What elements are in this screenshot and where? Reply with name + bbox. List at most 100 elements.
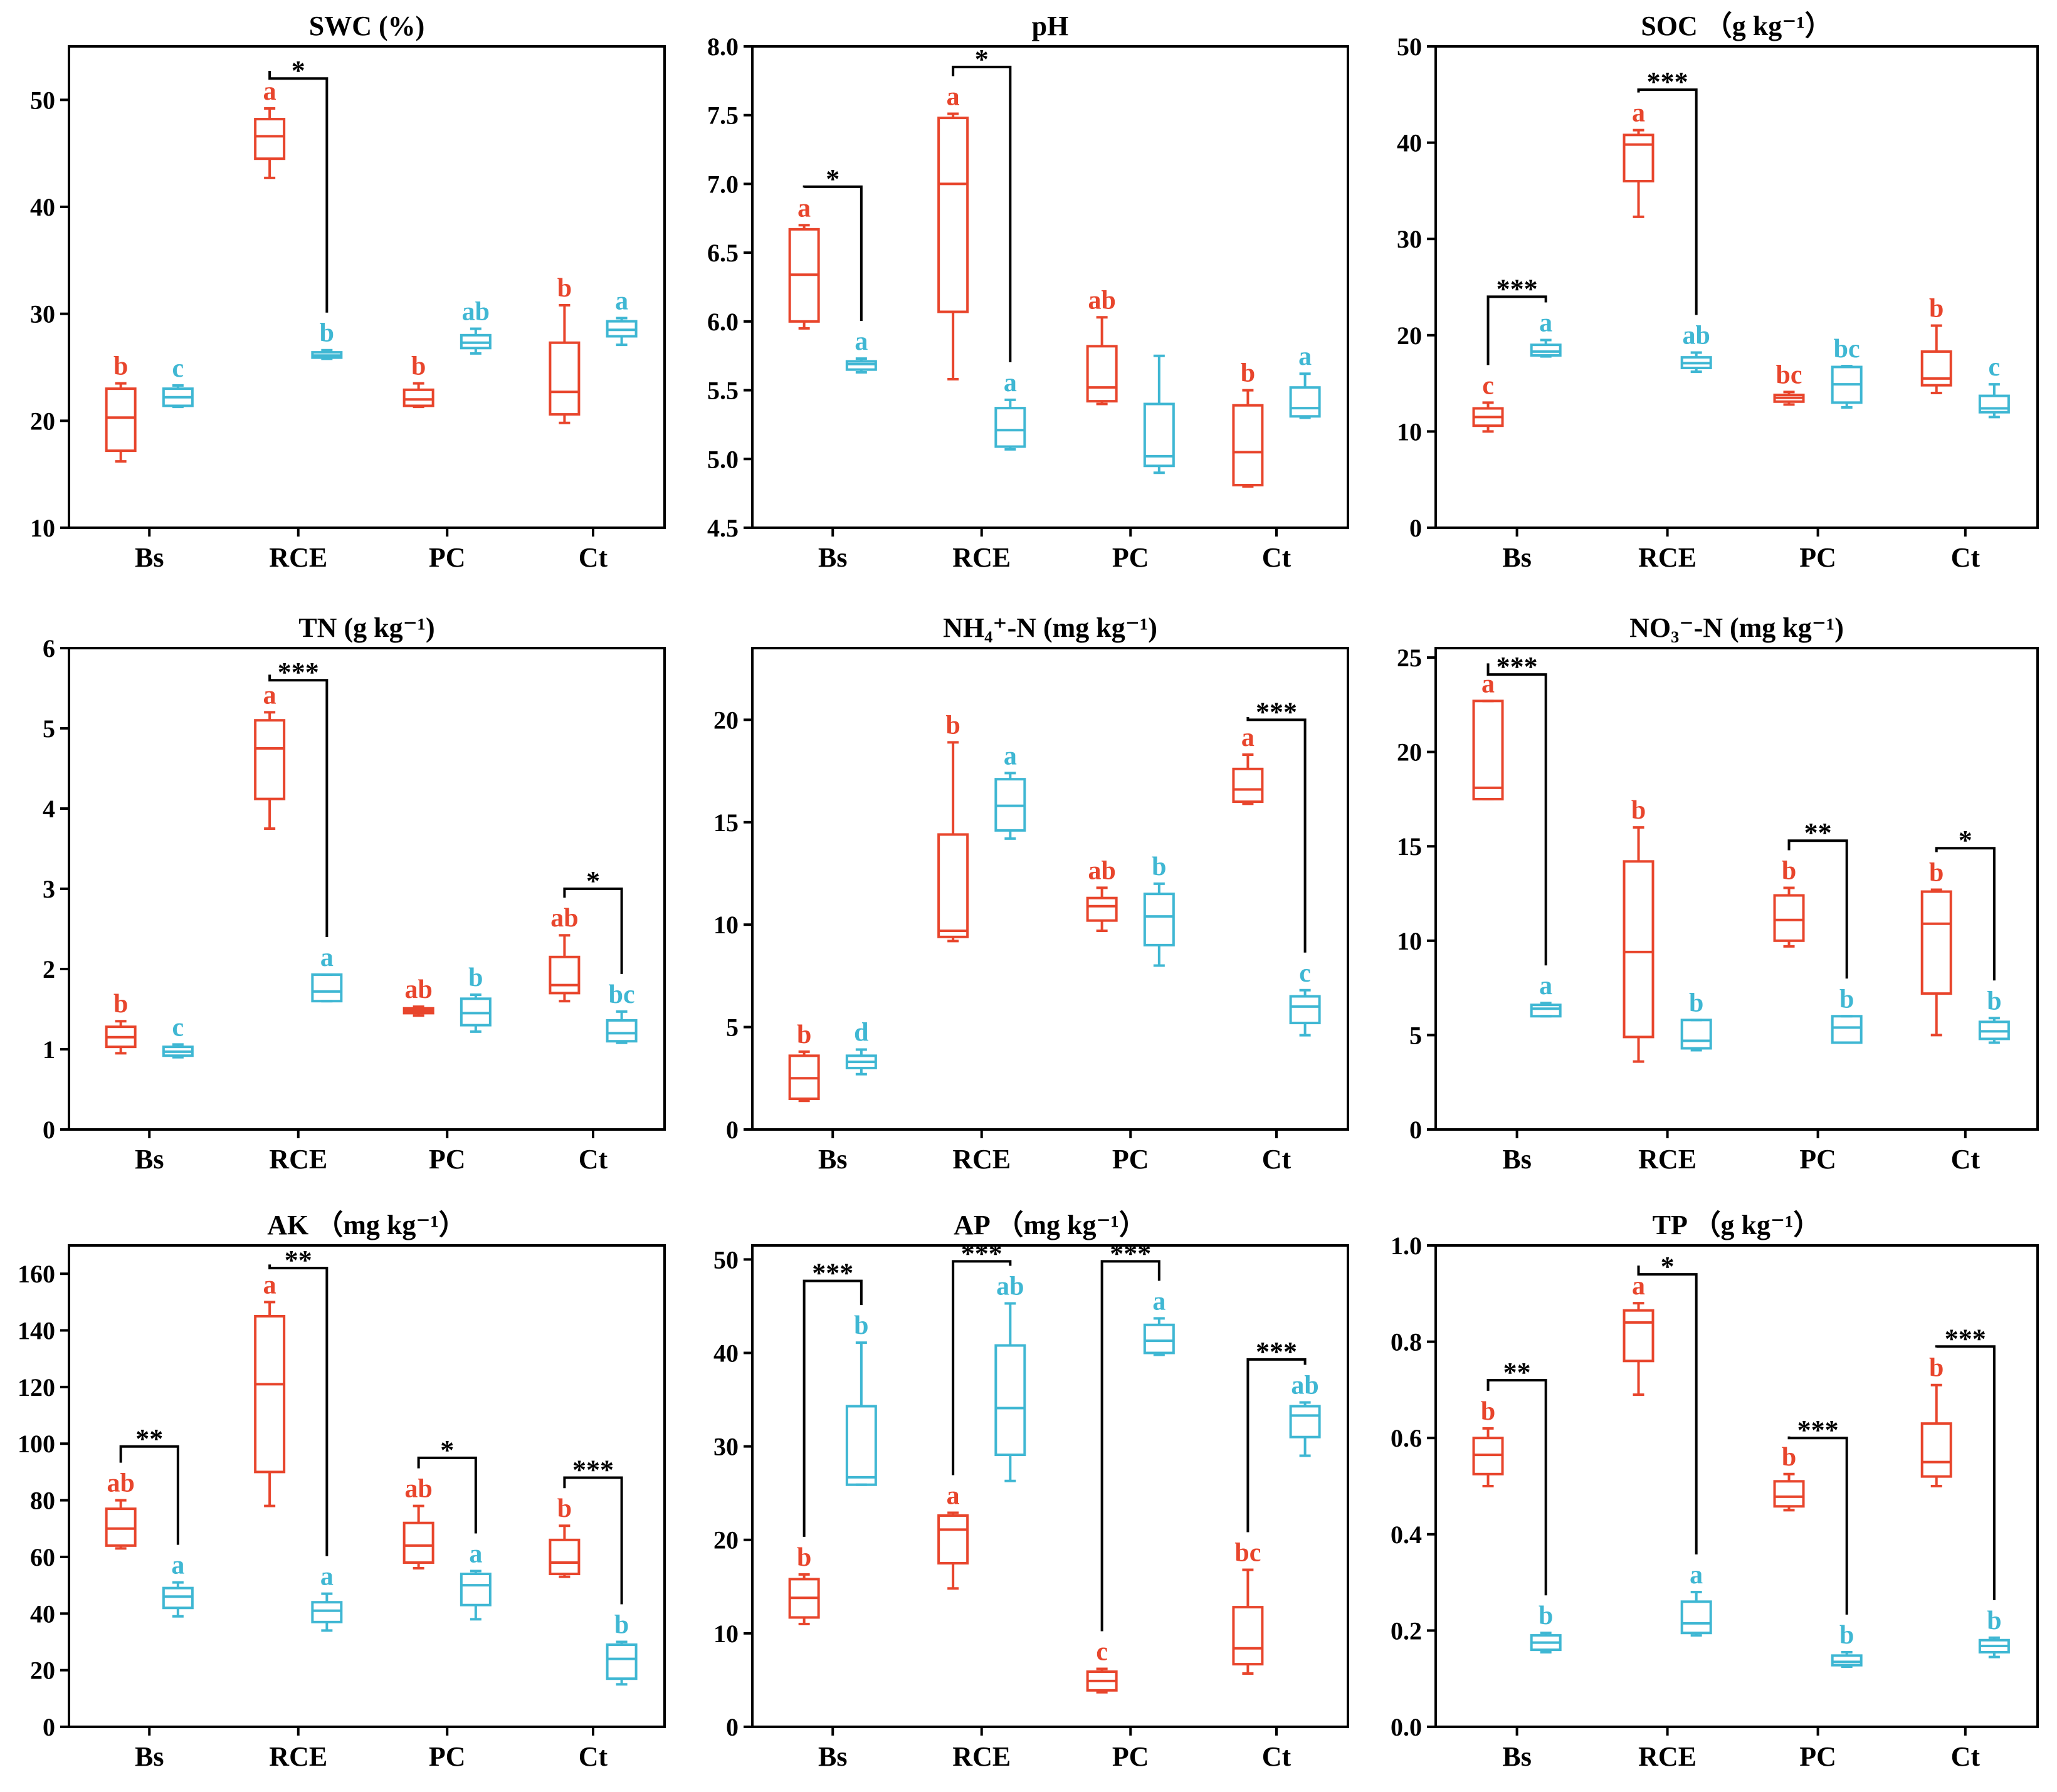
box-red-Bs: b [105, 352, 137, 463]
significance-bracket: *** [563, 1454, 623, 1605]
box-red-Ct: b [1920, 294, 1952, 394]
category-label: PC [1799, 1144, 1836, 1175]
category-label: RCE [269, 1144, 327, 1175]
box-blue-RCE: b [311, 319, 343, 360]
significance-letter: a [1632, 1272, 1645, 1301]
bracket-line [1100, 1260, 1160, 1632]
y-tick-label: 10 [1397, 927, 1422, 955]
significance-letter: ab [462, 298, 490, 327]
y-tick-label: 120 [18, 1373, 55, 1402]
y-tick-label: 140 [18, 1317, 55, 1345]
significance-bracket: ** [1787, 817, 1848, 979]
plot-frame [68, 45, 666, 529]
iqr-box [1143, 402, 1175, 468]
box-red-RCE: a [937, 83, 969, 381]
category-label: Bs [818, 1144, 847, 1175]
box-blue-Bs: b [845, 1311, 877, 1486]
significance-stars: ** [1804, 817, 1832, 848]
iqr-box [1143, 1323, 1175, 1354]
y-tick-label: 8.0 [707, 33, 739, 61]
category-label: Ct [1951, 1741, 1981, 1772]
panel-5: NO₃⁻-N (mg kg⁻¹) 0 5 10 15 20 25 Bs RCE PC Ct a b b b a… [1397, 612, 2039, 1175]
box-blue-Ct: b [1978, 987, 2010, 1044]
significance-letter: b [1481, 1397, 1495, 1426]
plot-frame [1434, 45, 2039, 529]
significance-letter: b [1987, 987, 2001, 1015]
category-label: Bs [135, 1741, 164, 1772]
y-tick-label: 2 [43, 955, 55, 983]
y-tick-label: 40 [30, 193, 55, 221]
y-tick-label: 50 [1397, 33, 1422, 61]
y-tick-label: 1.0 [1391, 1232, 1422, 1260]
box-red-Ct: a [1232, 723, 1264, 805]
iqr-box [402, 1521, 434, 1564]
box-red-RCE: a [937, 1482, 969, 1590]
box-blue-PC: b [1143, 852, 1175, 967]
iqr-box [1978, 394, 2010, 414]
iqr-box [1530, 1003, 1562, 1018]
y-tick-label: 4 [43, 795, 55, 823]
bracket-line [1486, 295, 1547, 365]
significance-stars: *** [1797, 1415, 1839, 1445]
significance-bracket: ** [268, 1245, 329, 1556]
iqr-box [1472, 700, 1504, 800]
panel-6: AK （mg kg⁻¹） 0 20 40 60 80 100 120 140 160 Bs RCE PC… [18, 1210, 666, 1772]
significance-stars: *** [1256, 696, 1297, 727]
iqr-box [1623, 1309, 1655, 1363]
y-tick-label: 5.0 [707, 445, 739, 473]
significance-letter: b [797, 1020, 811, 1049]
significance-bracket: *** [268, 657, 329, 937]
significance-letter: a [1632, 99, 1645, 128]
significance-letter: a [171, 1551, 184, 1580]
iqr-box [1086, 345, 1118, 403]
significance-bracket: * [802, 164, 863, 322]
iqr-box [311, 973, 343, 1003]
y-tick-label: 0.2 [1391, 1616, 1422, 1645]
significance-letter: ab [550, 904, 578, 933]
bracket-line [1246, 716, 1307, 953]
box-blue-Bs: c [162, 354, 194, 409]
box-red-Bs: c [1472, 371, 1504, 433]
box-blue-PC [1143, 354, 1175, 474]
significance-letter: a [1690, 1561, 1703, 1590]
significance-letter: b [1152, 852, 1166, 881]
significance-letter: c [1482, 371, 1494, 400]
y-tick-label: 20 [30, 1657, 55, 1685]
y-tick-label: 20 [713, 706, 739, 734]
bracket-line [563, 888, 623, 974]
box-red-RCE: a [1623, 99, 1655, 218]
box-red-RCE: b [1623, 796, 1655, 1063]
plot-frame [1434, 647, 2039, 1131]
iqr-box [1232, 404, 1264, 486]
significance-stars: *** [1945, 1323, 1986, 1354]
box-red-RCE: a [1623, 1272, 1655, 1396]
iqr-box [1289, 995, 1321, 1025]
panel-7: AP （mg kg⁻¹） 0 10 20 30 40 50 Bs RCE PC Ct b a c bc b ab… [713, 1210, 1349, 1772]
iqr-box [254, 1314, 286, 1474]
box-blue-PC: bc [1831, 335, 1863, 409]
significance-bracket: * [417, 1435, 477, 1534]
box-red-RCE: a [254, 1271, 286, 1507]
iqr-box [1920, 350, 1952, 387]
significance-letter: a [1539, 972, 1552, 1000]
y-tick-label: 0 [1409, 1116, 1422, 1144]
significance-letter: c [1299, 959, 1311, 988]
box-red-Bs: b [105, 990, 137, 1055]
y-tick-label: 0.0 [1391, 1713, 1422, 1741]
y-tick-label: 15 [713, 809, 739, 837]
significance-bracket: *** [1100, 1238, 1160, 1632]
significance-letter: b [1987, 1606, 2001, 1635]
iqr-box [1831, 1654, 1863, 1667]
panel-title: pH [1032, 11, 1069, 41]
y-tick-label: 10 [30, 514, 55, 542]
significance-letter: bc [1834, 335, 1860, 364]
y-tick-label: 40 [1397, 129, 1422, 157]
box-red-Bs: a [1472, 669, 1504, 800]
bracket-line [1787, 839, 1848, 979]
category-label: Ct [579, 1144, 608, 1175]
y-tick-label: 0 [726, 1713, 739, 1741]
significance-letter: c [1989, 353, 2001, 382]
y-tick-label: 100 [18, 1430, 55, 1458]
